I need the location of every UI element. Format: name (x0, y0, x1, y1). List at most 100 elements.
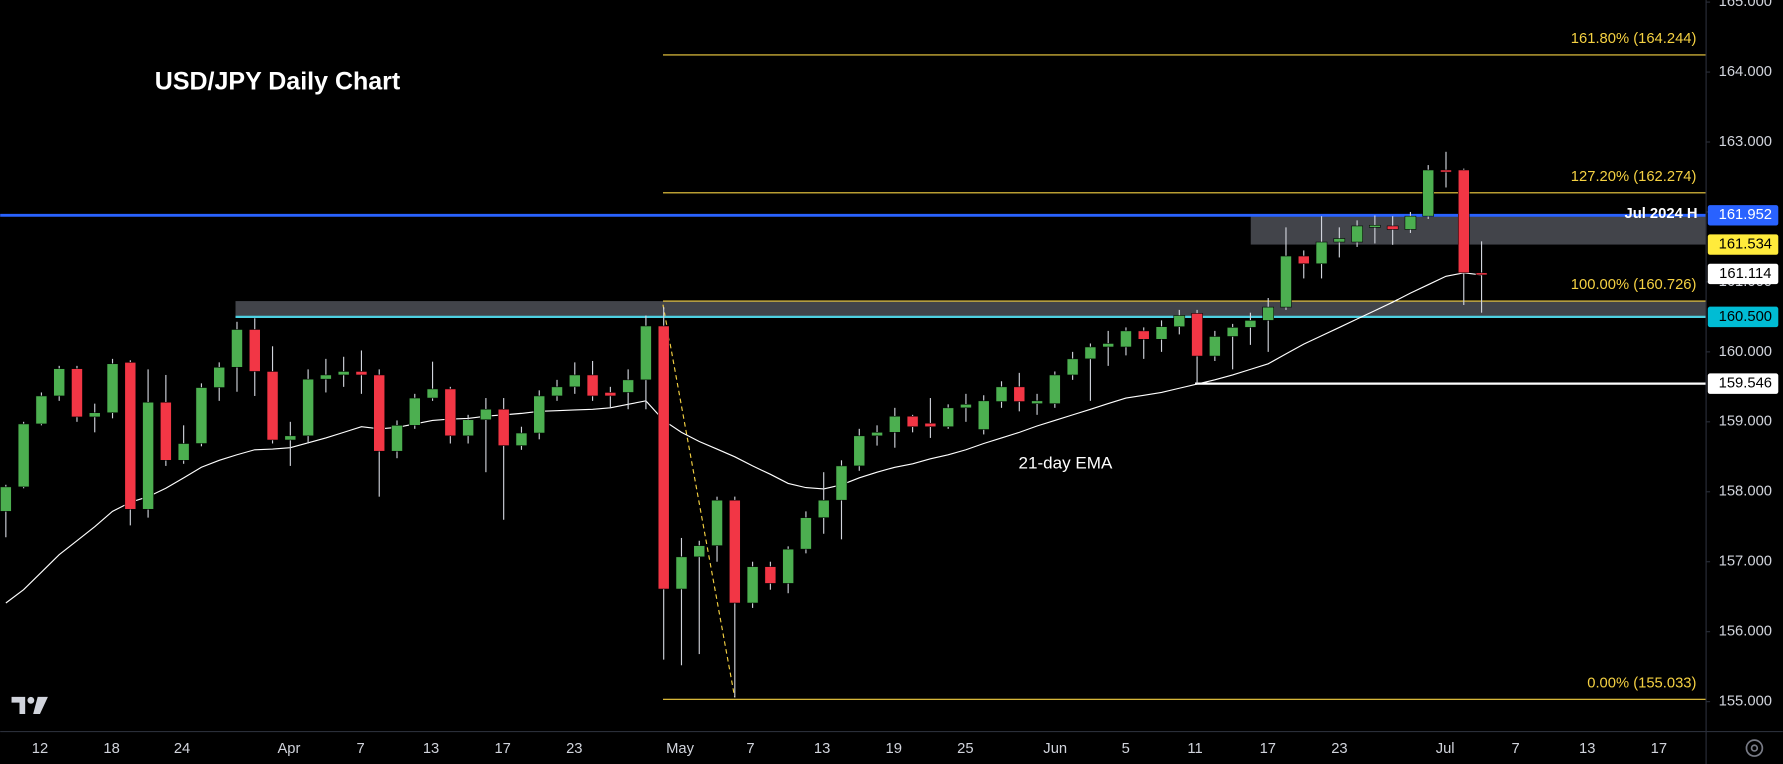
candle-body (1333, 238, 1346, 243)
candle-body (942, 407, 954, 428)
logo-part (33, 696, 48, 714)
x-tick-label: 18 (103, 741, 119, 757)
candle-body (1440, 169, 1452, 173)
y-tick-label: 156.000 (1719, 624, 1772, 640)
fib-label: 0.00% (155.033) (1587, 675, 1696, 691)
y-tick-label: 163.000 (1719, 134, 1772, 150)
zone (235, 301, 1706, 317)
candle-body (729, 499, 741, 604)
candle-body (675, 556, 688, 590)
candle-body (195, 387, 208, 444)
candle-body (604, 392, 617, 397)
candle-body (995, 386, 1008, 402)
candle-body (1031, 400, 1043, 404)
price-tag (1707, 263, 1779, 285)
candle-body (177, 443, 190, 461)
ema-label: 21-day EMA (1019, 453, 1113, 472)
y-tick-label: 164.000 (1719, 64, 1772, 80)
x-tick-label: May (666, 741, 695, 757)
candle-body (53, 368, 65, 397)
candle-body (800, 517, 812, 550)
candle-body (1244, 320, 1257, 328)
price-tag (1707, 234, 1779, 255)
x-tick-label: 7 (1512, 741, 1520, 757)
price-tag-label: 161.114 (1719, 266, 1771, 282)
candle-body (1226, 327, 1239, 337)
candle-body (462, 419, 474, 437)
fib-label: 100.00% (160.726) (1571, 277, 1697, 293)
candle-body (1191, 313, 1203, 357)
candle-body (586, 374, 599, 397)
candle-body (551, 386, 563, 397)
candle-body (764, 566, 777, 584)
price-tag-label: 161.952 (1719, 207, 1772, 223)
x-tick-label: 7 (746, 741, 754, 757)
candle-body (337, 371, 350, 376)
x-tick-label: Apr (277, 741, 300, 757)
settings-core[interactable] (1750, 744, 1759, 752)
y-tick-label: 157.000 (1719, 554, 1772, 570)
candle-body (426, 388, 439, 399)
candle-body (88, 412, 101, 418)
x-tick-label: 19 (886, 741, 902, 757)
candle-body (657, 325, 670, 590)
x-tick-label: 12 (32, 741, 48, 757)
candle-body (160, 401, 172, 461)
candle-body (746, 566, 759, 604)
candle-body (0, 486, 12, 512)
candle-body (622, 379, 634, 393)
candle-body (142, 401, 154, 510)
candle-body (302, 378, 314, 437)
ema-line (5, 272, 1482, 604)
candle-body (231, 329, 243, 368)
candle-body (1049, 374, 1061, 404)
price-tag-label: 160.500 (1719, 309, 1772, 325)
x-tick-label: Jun (1043, 741, 1067, 757)
candle-body (640, 325, 652, 381)
x-tick-label: 23 (566, 741, 582, 757)
fib-label: 161.80% (164.244) (1571, 31, 1697, 47)
candle-body (373, 374, 386, 452)
x-tick-label: 17 (494, 741, 510, 757)
settings-icon[interactable] (1745, 739, 1764, 757)
candle-body (284, 435, 297, 441)
candle-body (355, 371, 368, 376)
candle-body (569, 374, 581, 388)
settings-ring[interactable] (1745, 739, 1764, 757)
y-tick-label: 155.000 (1719, 694, 1772, 710)
x-tick-label: 17 (1651, 741, 1667, 757)
candle-body (871, 432, 883, 437)
x-tick-label: 11 (1187, 741, 1202, 757)
x-tick-label: 5 (1122, 741, 1130, 757)
candle-body (1315, 241, 1328, 265)
x-tick-label: 25 (957, 741, 973, 757)
candle-body (835, 465, 848, 501)
x-tick-label: 13 (814, 741, 830, 757)
price-tag (1707, 306, 1779, 328)
candle-body (1120, 330, 1132, 348)
x-tick-label: 7 (356, 741, 364, 757)
candle-body (960, 404, 972, 409)
y-tick-label: 160.000 (1719, 344, 1772, 360)
price-tag-label: 159.546 (1719, 376, 1772, 392)
candle-body (320, 374, 332, 380)
candle-body (817, 499, 830, 518)
logo-part (27, 696, 35, 704)
candle-body (35, 395, 48, 425)
candle-body (1066, 358, 1079, 376)
tv-logo (11, 696, 48, 714)
fib-label: 127.20% (162.274) (1571, 169, 1697, 185)
candle-body (977, 400, 990, 430)
x-tick-label: 13 (1579, 741, 1595, 757)
candle-body (693, 545, 706, 558)
candle-body (1369, 224, 1381, 228)
chart-title: USD/JPY Daily Chart (155, 68, 401, 96)
y-tick-label: 165.000 (1719, 0, 1772, 10)
price-tag (1707, 205, 1779, 226)
candle-body (1102, 343, 1114, 348)
candle-body (782, 548, 794, 584)
candle-body (1084, 346, 1097, 360)
